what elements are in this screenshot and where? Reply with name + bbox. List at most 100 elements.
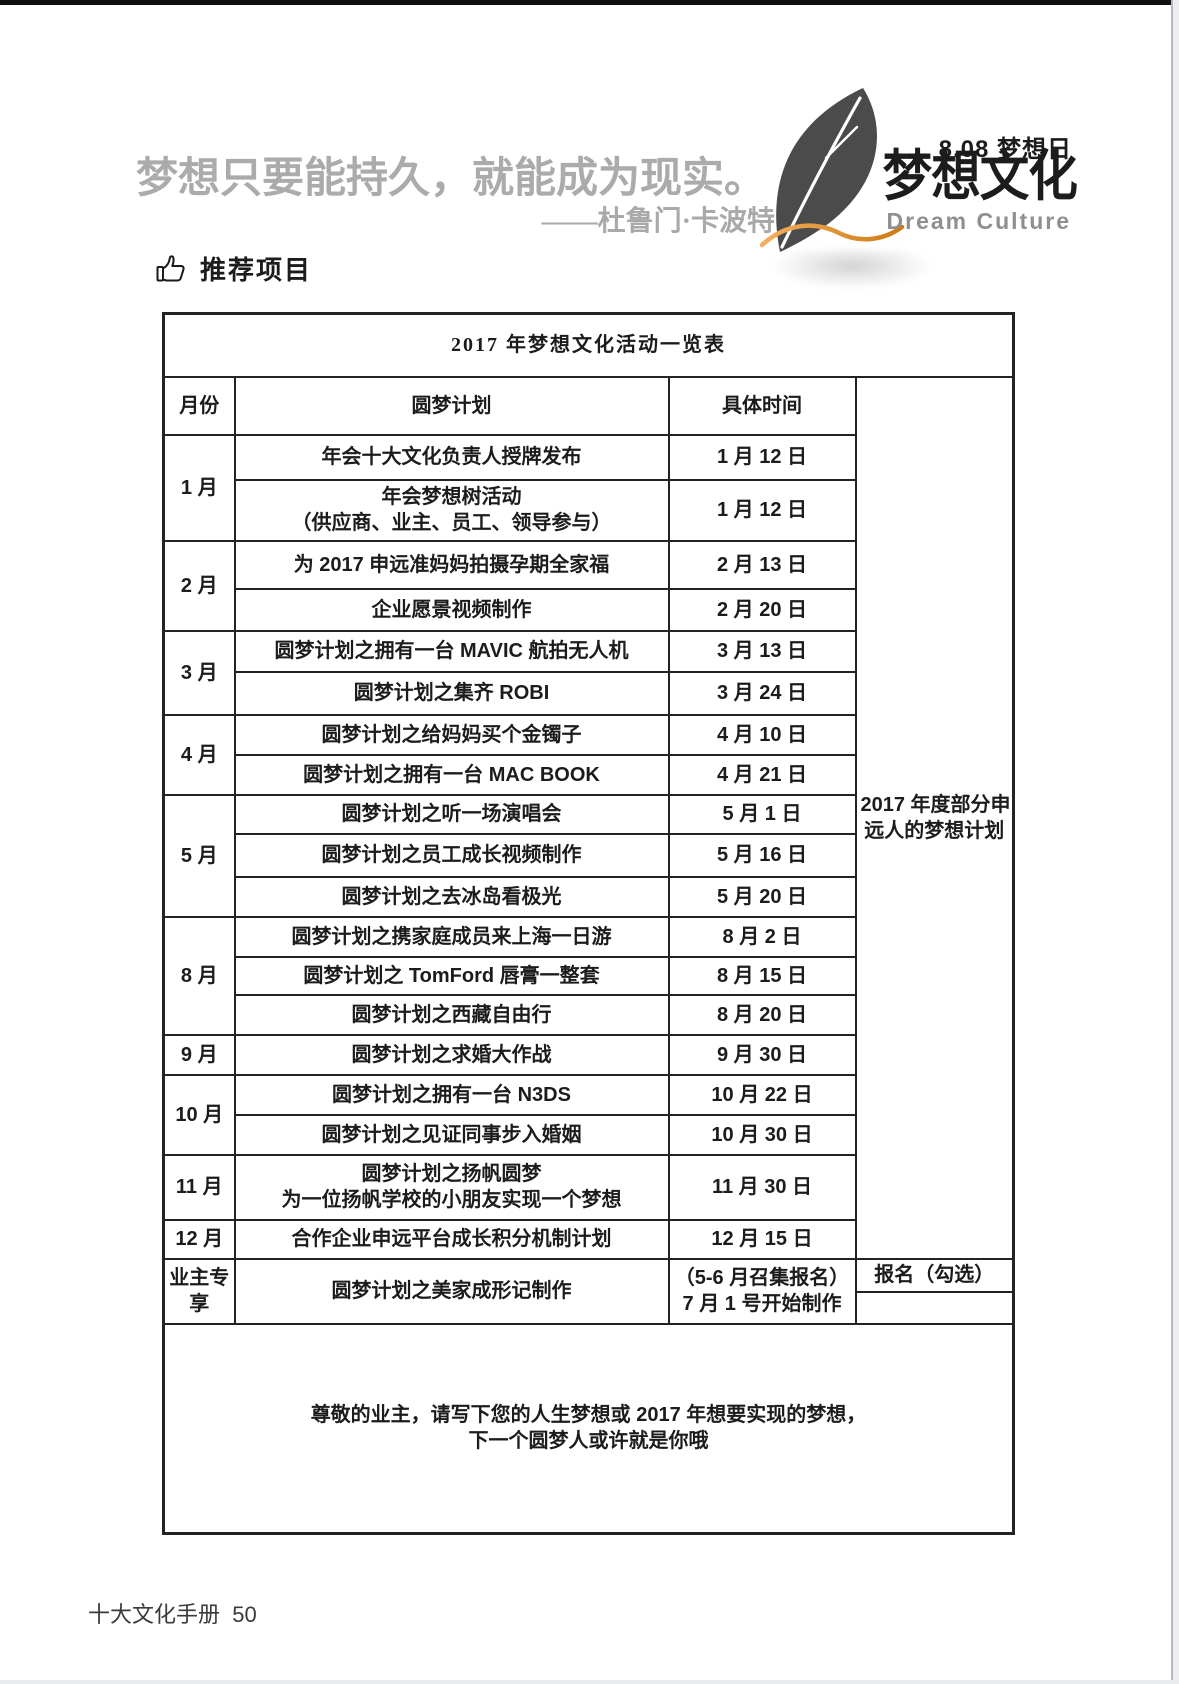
- side-note-line1: 2017 年度部分申: [860, 793, 1011, 816]
- month-cell: 12 月: [162, 1218, 236, 1260]
- scan-top-bar: [0, 0, 1179, 5]
- time-cell: 1 月 12 日: [667, 478, 857, 542]
- logo-brand-name-en: Dream Culture: [886, 208, 1071, 234]
- owner-row: 业主专享 圆梦计划之美家成形记制作 （5-6 月召集报名） 7 月 1 号开始制…: [162, 1257, 1015, 1325]
- side-note-line2: 远人的梦想计划: [864, 819, 1005, 842]
- time-cell: 2 月 13 日: [667, 539, 857, 590]
- logo-event-date: 8.08 梦想日: [938, 136, 1072, 163]
- table-row: 圆梦计划之西藏自由行 8 月 20 日: [164, 993, 1014, 1036]
- time-cell: 5 月 16 日: [667, 832, 857, 878]
- month-cell: 11 月: [162, 1153, 236, 1221]
- table-row: 1 月 年会十大文化负责人授牌发布 1 月 12 日: [162, 433, 1014, 542]
- plan-cell: 圆梦计划之集齐 ROBI: [233, 670, 670, 716]
- column-header-time: 具体时间: [667, 375, 857, 436]
- table-row: 2 月 为 2017 申远准妈妈拍摄孕期全家福 2 月 13 日: [162, 539, 1014, 632]
- table-row: 企业愿景视频制作 2 月 20 日: [164, 587, 1014, 632]
- plan-cell: 圆梦计划之求婚大作战: [233, 1033, 670, 1076]
- plan-cell: 为 2017 申远准妈妈拍摄孕期全家福: [233, 539, 670, 590]
- owner-row: [164, 1290, 1015, 1325]
- plan-cell: 圆梦计划之给妈妈买个金镯子: [233, 713, 670, 756]
- month-cell: 2 月: [162, 539, 236, 632]
- month-cell: 业主专享: [162, 1257, 236, 1325]
- plan-cell: 圆梦计划之听一场演唱会: [233, 793, 670, 835]
- month-cell: 8 月: [162, 915, 236, 1036]
- plan-line2: 为一位扬帆学校的小朋友实现一个梦想: [281, 1189, 622, 1211]
- plan-cell: 圆梦计划之 TomFord 唇膏一整套: [233, 955, 670, 996]
- time-cell: 1 月 12 日: [667, 433, 857, 481]
- table-title-row: 2017 年梦想文化活动一览表: [162, 312, 1015, 378]
- table-title: 2017 年梦想文化活动一览表: [162, 312, 1015, 378]
- plan-cell: 圆梦计划之拥有一台 N3DS: [233, 1073, 670, 1116]
- note-line2: 下一个圆梦人或许就是你哦: [468, 1430, 709, 1453]
- time-cell: 8 月 2 日: [667, 915, 857, 958]
- time-cell: 8 月 20 日: [667, 993, 857, 1036]
- plan-cell: 年会梦想树活动 （供应商、业主、员工、领导参与）: [233, 478, 670, 542]
- month-cell: 9 月: [162, 1033, 236, 1076]
- owner-note-row: 尊敬的业主，请写下您的人生梦想或 2017 年想要实现的梦想， 下一个圆梦人或许…: [162, 1322, 1015, 1535]
- plan-cell: 企业愿景视频制作: [233, 587, 670, 632]
- thumbs-up-icon: [156, 254, 185, 281]
- table-row: 8 月 圆梦计划之携家庭成员来上海一日游 8 月 2 日: [162, 915, 1014, 1036]
- time-cell: 12 月 15 日: [667, 1218, 857, 1260]
- time-cell: 5 月 1 日: [667, 793, 857, 835]
- table-row: 圆梦计划之 TomFord 唇膏一整套 8 月 15 日: [164, 955, 1014, 996]
- slogan-attribution: ——杜鲁门·卡波特: [541, 206, 775, 237]
- section-title: 推荐项目: [200, 255, 313, 285]
- time-line2: 7 月 1 号开始制作: [682, 1293, 842, 1315]
- time-cell: 10 月 22 日: [667, 1073, 857, 1116]
- time-cell: 5 月 20 日: [667, 875, 857, 918]
- table-row: 4 月 圆梦计划之给妈妈买个金镯子 4 月 10 日: [162, 713, 1014, 796]
- plan-line2: （供应商、业主、员工、领导参与）: [291, 512, 612, 534]
- column-header-month: 月份: [162, 375, 236, 436]
- plan-cell: 圆梦计划之拥有一台 MAC BOOK: [233, 753, 670, 796]
- month-cell: 4 月: [162, 713, 236, 796]
- time-cell: 3 月 13 日: [667, 629, 857, 673]
- time-cell: 4 月 21 日: [667, 753, 857, 796]
- page-slogan: 梦想只要能持久，就能成为现实。: [136, 156, 767, 202]
- signup-label-cell: 报名（勾选）: [854, 1257, 1015, 1293]
- plan-cell: 圆梦计划之员工成长视频制作: [233, 832, 670, 878]
- table-row: 圆梦计划之见证同事步入婚姻 10 月 30 日: [164, 1113, 1014, 1156]
- time-cell: 10 月 30 日: [667, 1113, 857, 1156]
- plan-cell: 圆梦计划之去冰岛看极光: [233, 875, 670, 918]
- month-cell: 1 月: [162, 433, 236, 542]
- table-header-row: 月份 圆梦计划 具体时间 2017 年度部分申 远人的梦想计划: [162, 375, 1015, 1260]
- logo-brand-name: 梦想文化: [882, 145, 1078, 207]
- table-row: 5 月 圆梦计划之听一场演唱会 5 月 1 日: [162, 793, 1014, 918]
- section-header: 推荐项目: [154, 250, 312, 287]
- month-cell: 3 月: [162, 629, 236, 716]
- plan-cell: 圆梦计划之见证同事步入婚姻: [233, 1113, 670, 1156]
- owner-note-cell: 尊敬的业主，请写下您的人生梦想或 2017 年想要实现的梦想， 下一个圆梦人或许…: [162, 1322, 1015, 1535]
- plan-cell: 圆梦计划之拥有一台 MAVIC 航拍无人机: [233, 629, 670, 673]
- time-cell: 8 月 15 日: [667, 955, 857, 996]
- activities-table: 2017 年梦想文化活动一览表 月份 圆梦计划 具体时间 2017 年度部分申 …: [162, 312, 1015, 1535]
- time-cell: 3 月 24 日: [667, 670, 857, 716]
- time-cell: 11 月 30 日: [667, 1153, 857, 1221]
- table-row: 11 月 圆梦计划之扬帆圆梦 为一位扬帆学校的小朋友实现一个梦想 11 月 30…: [162, 1153, 1014, 1221]
- plan-cell: 年会十大文化负责人授牌发布: [233, 433, 670, 481]
- month-cell: 5 月: [162, 793, 236, 918]
- column-header-plan: 圆梦计划: [233, 375, 670, 436]
- table-row: 圆梦计划之去冰岛看极光 5 月 20 日: [164, 875, 1014, 918]
- plan-cell: 圆梦计划之携家庭成员来上海一日游: [233, 915, 670, 958]
- page-footer: 十大文化手册 50: [88, 1602, 257, 1627]
- plan-cell: 合作企业申远平台成长积分机制计划: [233, 1218, 670, 1260]
- time-cell: 2 月 20 日: [667, 587, 857, 632]
- plan-cell: 圆梦计划之美家成形记制作: [233, 1257, 670, 1325]
- table-row: 圆梦计划之拥有一台 MAC BOOK 4 月 21 日: [164, 753, 1014, 796]
- plan-line1: 年会梦想树活动: [381, 486, 522, 508]
- table-row: 12 月 合作企业申远平台成长积分机制计划 12 月 15 日: [162, 1218, 1014, 1260]
- month-cell: 10 月: [162, 1073, 236, 1156]
- table-row: 圆梦计划之员工成长视频制作 5 月 16 日: [164, 832, 1014, 878]
- leaf-reflection: [768, 250, 936, 290]
- table-row: 圆梦计划之集齐 ROBI 3 月 24 日: [164, 670, 1014, 716]
- side-note-cell: 2017 年度部分申 远人的梦想计划: [854, 375, 1015, 1260]
- table-row: 9 月 圆梦计划之求婚大作战 9 月 30 日: [162, 1033, 1014, 1076]
- table-row: 年会梦想树活动 （供应商、业主、员工、领导参与） 1 月 12 日: [164, 478, 1014, 542]
- time-cell: 4 月 10 日: [667, 713, 857, 756]
- table-row: 10 月 圆梦计划之拥有一台 N3DS 10 月 22 日: [162, 1073, 1014, 1156]
- plan-line1: 圆梦计划之扬帆圆梦: [361, 1163, 542, 1185]
- plan-cell: 圆梦计划之扬帆圆梦 为一位扬帆学校的小朋友实现一个梦想: [233, 1153, 670, 1221]
- time-cell: （5-6 月召集报名） 7 月 1 号开始制作: [667, 1257, 857, 1325]
- table-row: 3 月 圆梦计划之拥有一台 MAVIC 航拍无人机 3 月 13 日: [162, 629, 1014, 716]
